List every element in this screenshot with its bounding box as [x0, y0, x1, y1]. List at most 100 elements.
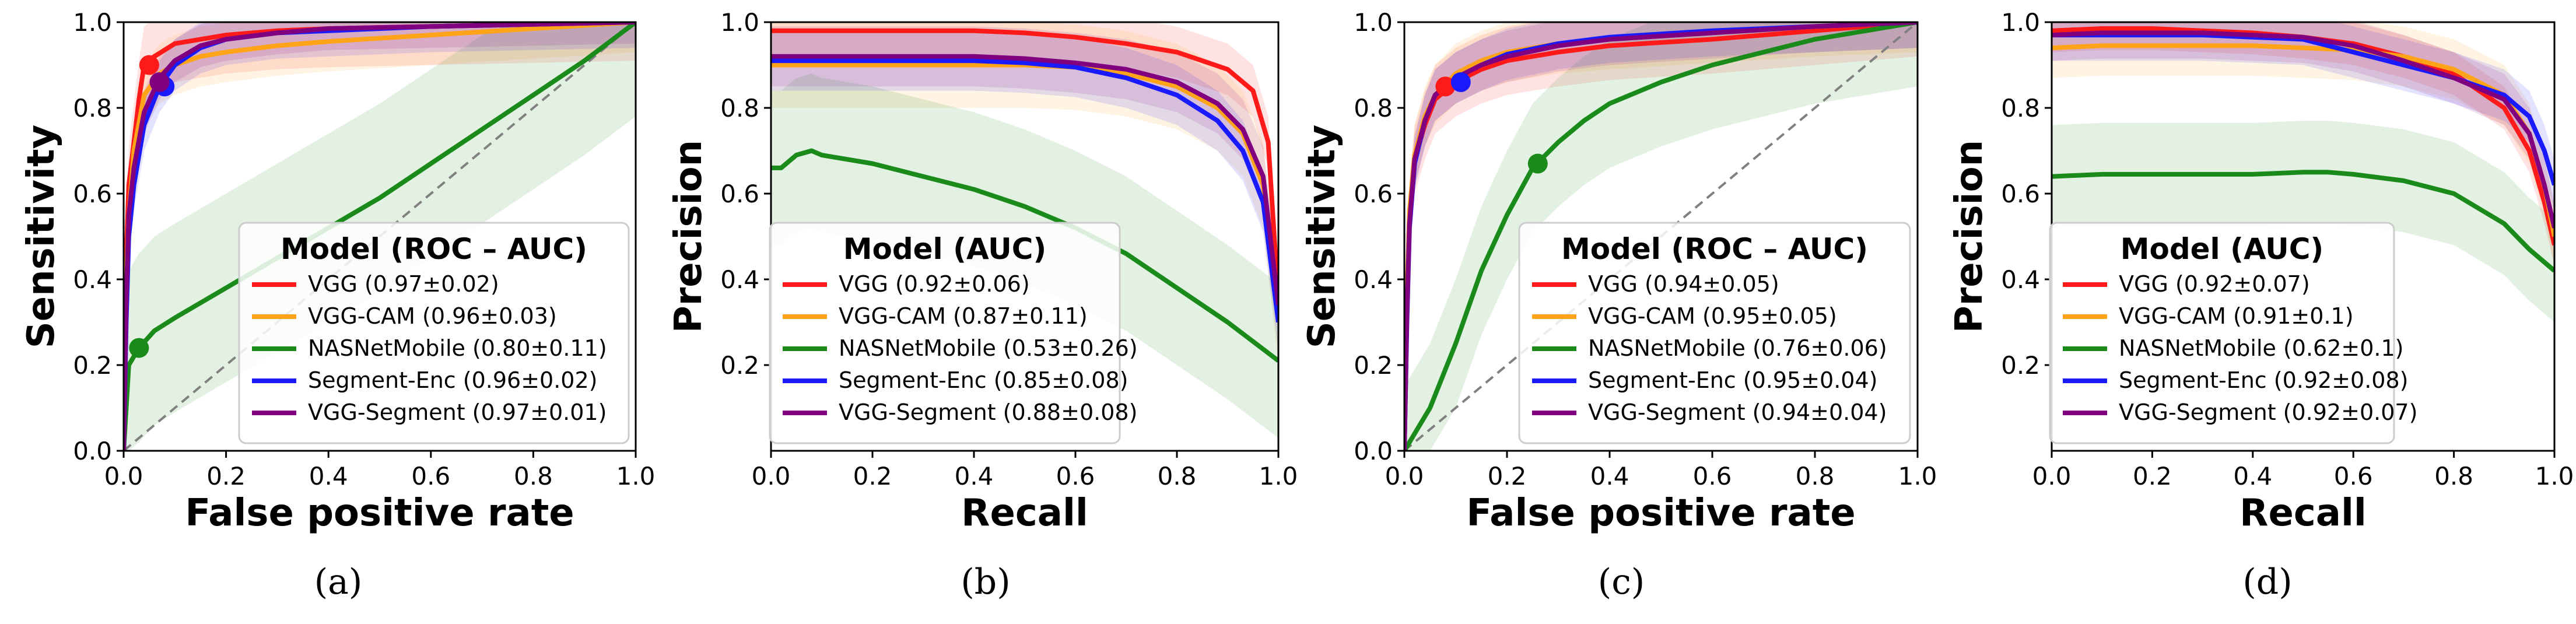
- operating-point-vgg: [1435, 76, 1456, 97]
- band-nasnetmobile: [2052, 121, 2554, 322]
- x-tick-label: 0.6: [1056, 462, 1095, 490]
- y-tick-label: 0.4: [2001, 265, 2040, 294]
- series-line-vgg-segment: [771, 54, 1278, 306]
- legend-title: Model (ROC – AUC): [281, 232, 587, 266]
- y-tick-label: 0.2: [1354, 351, 1393, 380]
- x-tick-label: 1.0: [2535, 462, 2574, 490]
- series-line-vgg: [771, 28, 1278, 302]
- panel-caption: (d): [2242, 562, 2292, 602]
- y-tick-label: 0.4: [73, 265, 112, 294]
- legend-entry-vgg-cam: VGG-CAM (0.96±0.03): [308, 303, 557, 329]
- panel-caption: (c): [1598, 562, 1645, 602]
- y-tick-label: 1.0: [73, 8, 112, 37]
- x-tick-label: 0.0: [752, 462, 791, 490]
- legend-box: [1518, 222, 1911, 444]
- y-tick-label: 0.4: [1354, 265, 1393, 294]
- series-line-nasnetmobile: [1404, 22, 1918, 451]
- x-tick-label: 1.0: [1259, 462, 1298, 490]
- x-tick-label: 1.0: [1898, 462, 1937, 490]
- chart-panel-1: 0.0 0.2 0.4 0.6 0.8 1.0 0.0 0.2 0.4 0.6 0.8 1.0 Fals…: [20, 8, 655, 602]
- legend-title: Model (AUC): [843, 232, 1047, 266]
- operating-point-vgg: [139, 55, 159, 75]
- panel-caption: (b): [961, 562, 1010, 602]
- band-vgg: [2052, 22, 2554, 267]
- x-tick-label: 0.4: [1590, 462, 1629, 490]
- x-tick-label: 0.8: [1796, 462, 1835, 490]
- series-line-nasnetmobile: [2052, 170, 2554, 273]
- plot-area: [2052, 22, 2554, 322]
- y-axis-label: Precision: [667, 140, 710, 333]
- legend-entry-segment-enc: Segment-Enc (0.95±0.04): [1588, 367, 1878, 393]
- y-tick-label: 1.0: [2001, 8, 2040, 37]
- legend-entry-vgg-segment: VGG-Segment (0.92±0.07): [2119, 399, 2417, 425]
- legend-entry-segment-enc: Segment-Enc (0.85±0.08): [839, 367, 1128, 393]
- band-vgg-cam: [771, 22, 1278, 365]
- legend-entry-vgg: VGG (0.92±0.07): [2119, 271, 2310, 297]
- legend-entry-vgg: VGG (0.92±0.06): [839, 271, 1030, 297]
- y-tick-label: 1.0: [1354, 8, 1393, 37]
- chart-panel-3: 0.0 0.2 0.4 0.6 0.8 1.0 0.0 0.2 0.4 0.6 0.8 1.0 Fals…: [1301, 8, 1937, 602]
- band-vgg-segment: [771, 26, 1278, 335]
- x-tick-label: 0.4: [2233, 462, 2272, 490]
- legend-entry-vgg: VGG (0.97±0.02): [308, 271, 499, 297]
- x-tick-label: 0.4: [309, 462, 348, 490]
- legend-entry-vgg-cam: VGG-CAM (0.91±0.1): [2119, 303, 2354, 329]
- band-vgg-cam: [1404, 22, 1918, 451]
- operating-point-vgg-segment: [149, 72, 170, 92]
- y-tick-label: 0.4: [720, 265, 759, 294]
- legend-entry-vgg-segment: VGG-Segment (0.88±0.08): [839, 399, 1137, 425]
- y-tick-label: 0.6: [1354, 180, 1393, 208]
- panel-caption: (a): [314, 562, 363, 602]
- y-tick-label: 0.8: [720, 94, 759, 122]
- plot-area: [1404, 22, 1918, 451]
- legend-title: Model (AUC): [2121, 232, 2324, 266]
- y-tick-label: 0.2: [2001, 351, 2040, 380]
- x-tick-label: 0.0: [1385, 462, 1424, 490]
- x-tick-label: 0.8: [2434, 462, 2473, 490]
- legend-entry-nasnetmobile: NASNetMobile (0.53±0.26): [839, 335, 1138, 361]
- axes-frame: [122, 21, 637, 452]
- x-tick-label: 0.2: [1488, 462, 1527, 490]
- legend-entry-vgg: VGG (0.94±0.05): [1588, 271, 1779, 297]
- y-tick-label: 0.2: [720, 351, 759, 380]
- series-line-vgg-segment: [124, 22, 636, 451]
- x-tick-label: 0.2: [206, 462, 246, 490]
- legend-entry-nasnetmobile: NASNetMobile (0.76±0.06): [1588, 335, 1887, 361]
- y-tick-label: 0.0: [73, 437, 112, 465]
- x-axis-label: False positive rate: [185, 492, 574, 535]
- legend-entry-vgg-cam: VGG-CAM (0.95±0.05): [1588, 303, 1837, 329]
- chart-panel-2: 0.0 0.2 0.4 0.6 0.8 1.0 0.2 0.4 0.6 0.8 1.0 Recall P…: [667, 8, 1298, 602]
- y-tick-label: 1.0: [720, 8, 759, 37]
- series-line-vgg-segment: [1404, 22, 1918, 451]
- x-tick-label: 0.8: [1158, 462, 1197, 490]
- band-vgg-segment: [2052, 22, 2554, 254]
- legend-entry-segment-enc: Segment-Enc (0.96±0.02): [308, 367, 598, 393]
- legend: Model (ROC – AUC) VGG (0.94±0.05) VGG-CAM …: [1518, 222, 1911, 444]
- legend-entry-nasnetmobile: NASNetMobile (0.62±0.1): [2119, 335, 2404, 361]
- x-tick-label: 0.2: [2133, 462, 2172, 490]
- y-tick-label: 0.2: [73, 351, 112, 380]
- legend-box: [2049, 222, 2395, 444]
- y-tick-label: 0.6: [2001, 180, 2040, 208]
- x-tick-label: 0.4: [955, 462, 994, 490]
- legend-box: [238, 222, 630, 444]
- legend-entry-vgg-segment: VGG-Segment (0.97±0.01): [308, 399, 607, 425]
- band-vgg: [771, 22, 1278, 327]
- x-tick-label: 0.6: [1693, 462, 1732, 490]
- chart-panel-4: 0.0 0.2 0.4 0.6 0.8 1.0 0.2 0.4 0.6 0.8 1.0 Recall P…: [1948, 8, 2574, 602]
- series-line-segment-enc: [771, 58, 1278, 323]
- legend: Model (AUC) VGG (0.92±0.07) VGG-CAM (0.91±…: [2049, 222, 2417, 444]
- legend-entry-vgg-segment: VGG-Segment (0.94±0.04): [1588, 399, 1887, 425]
- x-tick-label: 0.0: [104, 462, 143, 490]
- x-tick-label: 0.8: [514, 462, 553, 490]
- x-tick-label: 0.2: [853, 462, 892, 490]
- band-nasnetmobile: [1404, 22, 1918, 451]
- x-tick-label: 0.6: [2334, 462, 2373, 490]
- legend-title: Model (ROC – AUC): [1561, 232, 1868, 266]
- band-segment-enc: [1404, 22, 1918, 451]
- legend-entry-segment-enc: Segment-Enc (0.92±0.08): [2119, 367, 2409, 393]
- legend-entry-vgg-cam: VGG-CAM (0.87±0.11): [839, 303, 1088, 329]
- y-tick-label: 0.6: [720, 180, 759, 208]
- legend: Model (AUC) VGG (0.92±0.06) VGG-CAM (0.87±…: [769, 222, 1138, 444]
